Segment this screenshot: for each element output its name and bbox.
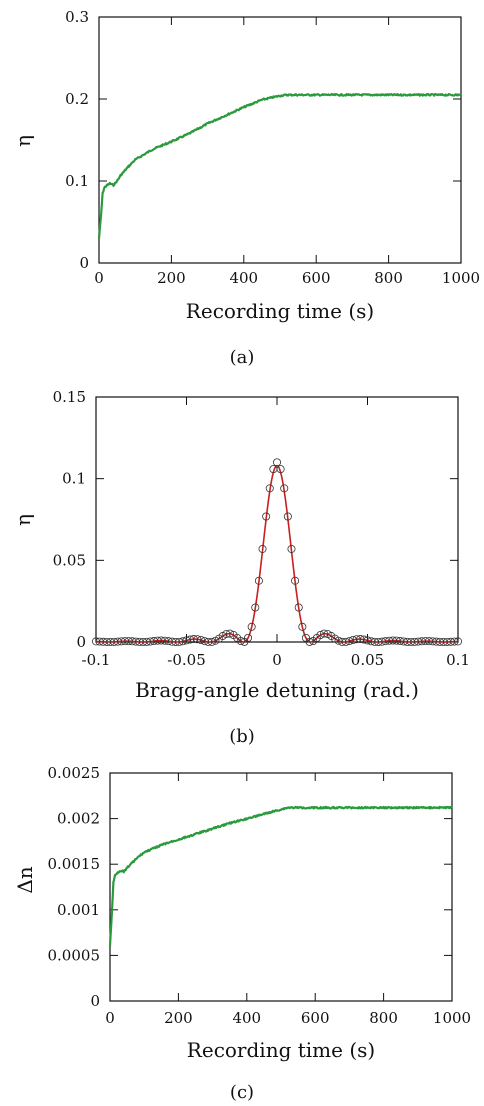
data-point [294, 603, 303, 612]
x-tick-label: 800 [369, 1009, 398, 1027]
data-point [207, 637, 216, 646]
data-point [287, 544, 296, 553]
series-line [97, 93, 462, 239]
y-tick-label: 0.001 [57, 901, 100, 919]
x-tick-label: 400 [229, 269, 258, 287]
y-tick-label: 0.1 [62, 470, 86, 488]
panel-label: (b) [229, 726, 255, 747]
x-tick-label: 1000 [433, 1009, 471, 1027]
y-tick-label: 0.15 [53, 388, 86, 406]
data-point [453, 637, 462, 646]
x-tick-label: 600 [301, 1009, 330, 1027]
x-tick-label: 600 [302, 269, 331, 287]
x-tick-label: 800 [374, 269, 403, 287]
data-point [291, 576, 300, 585]
chart-panel-b: -0.1 -0.05 0 0.05 0.1 0 0.05 0.1 0.15 Bragg-angle… [11, 388, 470, 747]
data-point [276, 465, 285, 474]
chart-panel-a: 0 200 400 600 800 1000 0 0.1 0.2 0.3 Recording tim… [11, 8, 480, 368]
x-tick-label: 200 [157, 269, 186, 287]
chart-panel-c: 0 200 400 600 800 1000 0 0.0005 0.001 0.0015 0.002… [13, 764, 471, 1103]
data-point [244, 633, 253, 642]
y-tick-label: 0.2 [65, 90, 89, 108]
data-point [298, 622, 307, 631]
data-point [258, 544, 267, 553]
x-tick-label: -0.05 [167, 651, 205, 669]
x-tick-label: 0.1 [446, 651, 470, 669]
x-axis-title: Bragg-angle detuning (rad.) [135, 678, 419, 702]
y-tick-label: 0.1 [65, 172, 89, 190]
x-tick-label: 0.05 [351, 651, 384, 669]
data-point [251, 603, 260, 612]
data-point [247, 622, 256, 631]
y-tick-label: 0.002 [57, 810, 100, 828]
data-point [280, 484, 289, 493]
data-point [225, 629, 234, 638]
plot-frame [109, 772, 453, 1002]
y-tick-label: 0 [79, 254, 89, 272]
data-point [254, 576, 263, 585]
x-tick-label: 400 [232, 1009, 261, 1027]
y-tick-label: 0.05 [53, 551, 86, 569]
x-tick-label: 0 [272, 651, 282, 669]
y-tick-label: 0.0005 [48, 946, 101, 964]
data-point [178, 637, 187, 646]
y-axis-title: η [11, 514, 35, 526]
data-point [320, 629, 329, 638]
y-axis-title: Δn [13, 866, 37, 893]
data-point [341, 637, 350, 646]
x-tick-label: 0 [105, 1009, 115, 1027]
x-tick-label: -0.1 [82, 651, 111, 669]
series-line [108, 805, 453, 947]
x-tick-label: 1000 [442, 269, 480, 287]
y-axis-title: η [11, 135, 35, 147]
data-point [272, 458, 281, 467]
x-tick-label: 200 [164, 1009, 193, 1027]
data-point [193, 635, 202, 644]
panel-label: (c) [230, 1082, 254, 1103]
data-point [345, 637, 354, 646]
y-tick-label: 0.3 [65, 8, 89, 26]
x-axis-title: Recording time (s) [186, 299, 374, 323]
y-tick-label: 0 [76, 633, 86, 651]
data-point [283, 512, 292, 521]
plot-frame [98, 16, 462, 264]
x-tick-label: 0 [94, 269, 104, 287]
plot-frame [95, 396, 459, 643]
data-point [196, 636, 205, 645]
y-tick-label: 0 [90, 992, 100, 1010]
x-axis-title: Recording time (s) [187, 1038, 375, 1062]
data-point [305, 637, 314, 646]
y-tick-label: 0.0025 [48, 764, 101, 782]
data-point [236, 637, 245, 646]
data-point [265, 484, 274, 493]
data-point [359, 635, 368, 644]
fit-line [95, 464, 459, 643]
data-point [450, 637, 459, 646]
panel-label: (a) [230, 347, 255, 368]
data-point [262, 512, 271, 521]
y-tick-label: 0.0015 [48, 855, 101, 873]
